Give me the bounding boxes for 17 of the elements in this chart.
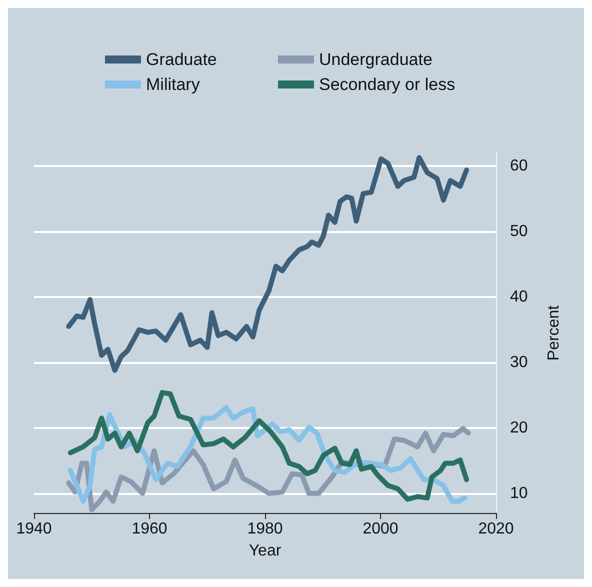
x-tick-label: 1940: [16, 520, 52, 538]
y-tick-label: 10: [510, 484, 528, 502]
x-tick-label: 1980: [247, 520, 283, 538]
y-tick-label: 20: [510, 419, 528, 436]
x-axis-title: Year: [248, 542, 282, 560]
x-tick-label: 1960: [132, 520, 168, 538]
y-tick-label: 40: [510, 288, 528, 306]
y-axis-title: Percent: [546, 304, 562, 361]
y-tick-label: 60: [510, 158, 528, 175]
legend-label: Graduate: [146, 50, 217, 69]
legend-label: Undergraduate: [319, 50, 432, 69]
x-tick-label: 2000: [362, 520, 398, 538]
y-tick-label: 50: [510, 223, 528, 240]
x-tick-label: 2020: [478, 520, 514, 538]
legend-label: Secondary or less: [319, 75, 456, 94]
y-tick-label: 30: [510, 354, 528, 371]
legend-label: Military: [146, 75, 200, 94]
